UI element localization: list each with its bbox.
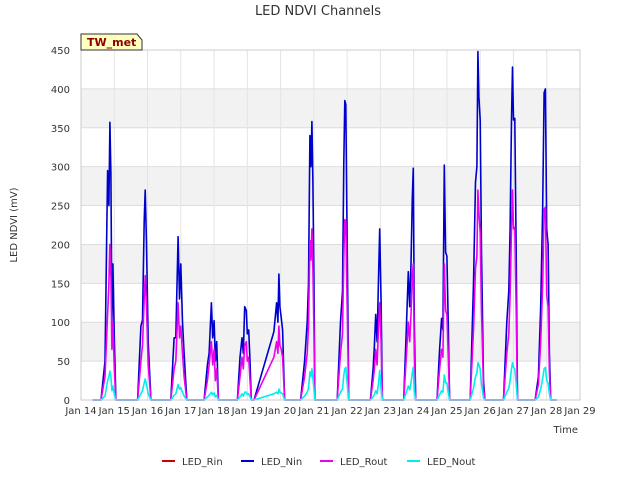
y-tick-label: 0: [64, 396, 70, 407]
x-tick-label: Jan 22: [330, 406, 362, 417]
x-tick-label: Jan 19: [231, 406, 263, 417]
plot-band: [81, 283, 580, 323]
plot-band: [81, 322, 580, 362]
legend: LED_Rin LED_Nin LED_Rout LED_Nout: [162, 457, 476, 468]
site-badge: TW_met: [80, 33, 143, 51]
y-tick-label: 200: [51, 240, 70, 251]
chart-title: LED NDVI Channels: [255, 4, 381, 19]
y-tick-label: 50: [57, 357, 70, 368]
x-tick-label: Jan 18: [197, 406, 229, 417]
y-tick-label: 300: [51, 163, 70, 174]
y-tick-label: 450: [51, 46, 70, 57]
x-tick-label: Jan 21: [297, 406, 329, 417]
y-axis-ticks: 0 50 100 150 200 250 300 350 400 450: [51, 46, 70, 407]
x-tick-label: Jan 24: [397, 406, 429, 417]
y-tick-label: 100: [51, 318, 70, 329]
plot-band: [81, 127, 580, 167]
x-tick-label: Jan 28: [530, 406, 562, 417]
legend-label: LED_Rout: [340, 457, 388, 468]
x-tick-label: Jan 26: [464, 406, 496, 417]
legend-label: LED_Nin: [261, 457, 302, 468]
x-tick-label: Jan 29: [563, 406, 595, 417]
x-tick-label: Jan 17: [164, 406, 196, 417]
plot-band: [81, 361, 580, 400]
y-tick-label: 350: [51, 124, 70, 135]
x-tick-label: Jan 25: [430, 406, 462, 417]
plot-band: [81, 244, 580, 284]
plot-background: [81, 50, 580, 400]
legend-label: LED_Rin: [182, 457, 223, 468]
plot-band: [81, 88, 580, 128]
x-tick-label: Jan 16: [131, 406, 163, 417]
x-tick-label: Jan 23: [364, 406, 396, 417]
x-axis-label: Time: [553, 425, 578, 436]
plot-frame: [80, 49, 581, 401]
plot-band: [81, 205, 580, 245]
site-badge-label: TW_met: [87, 36, 136, 49]
x-tick-label: Jan 14: [64, 406, 96, 417]
y-tick-label: 150: [51, 279, 70, 290]
plot-band: [81, 50, 580, 89]
y-tick-label: 250: [51, 202, 70, 213]
y-axis-label: LED NDVI (mV): [9, 187, 20, 262]
y-tick-label: 400: [51, 85, 70, 96]
x-tick-label: Jan 20: [264, 406, 296, 417]
x-tick-label: Jan 27: [497, 406, 529, 417]
plot-band: [81, 166, 580, 206]
x-axis-ticks: Jan 14 Jan 15 Jan 16 Jan 17 Jan 18 Jan 19 Jan …: [64, 406, 595, 417]
legend-label: LED_Nout: [427, 457, 476, 468]
x-tick-label: Jan 15: [98, 406, 130, 417]
